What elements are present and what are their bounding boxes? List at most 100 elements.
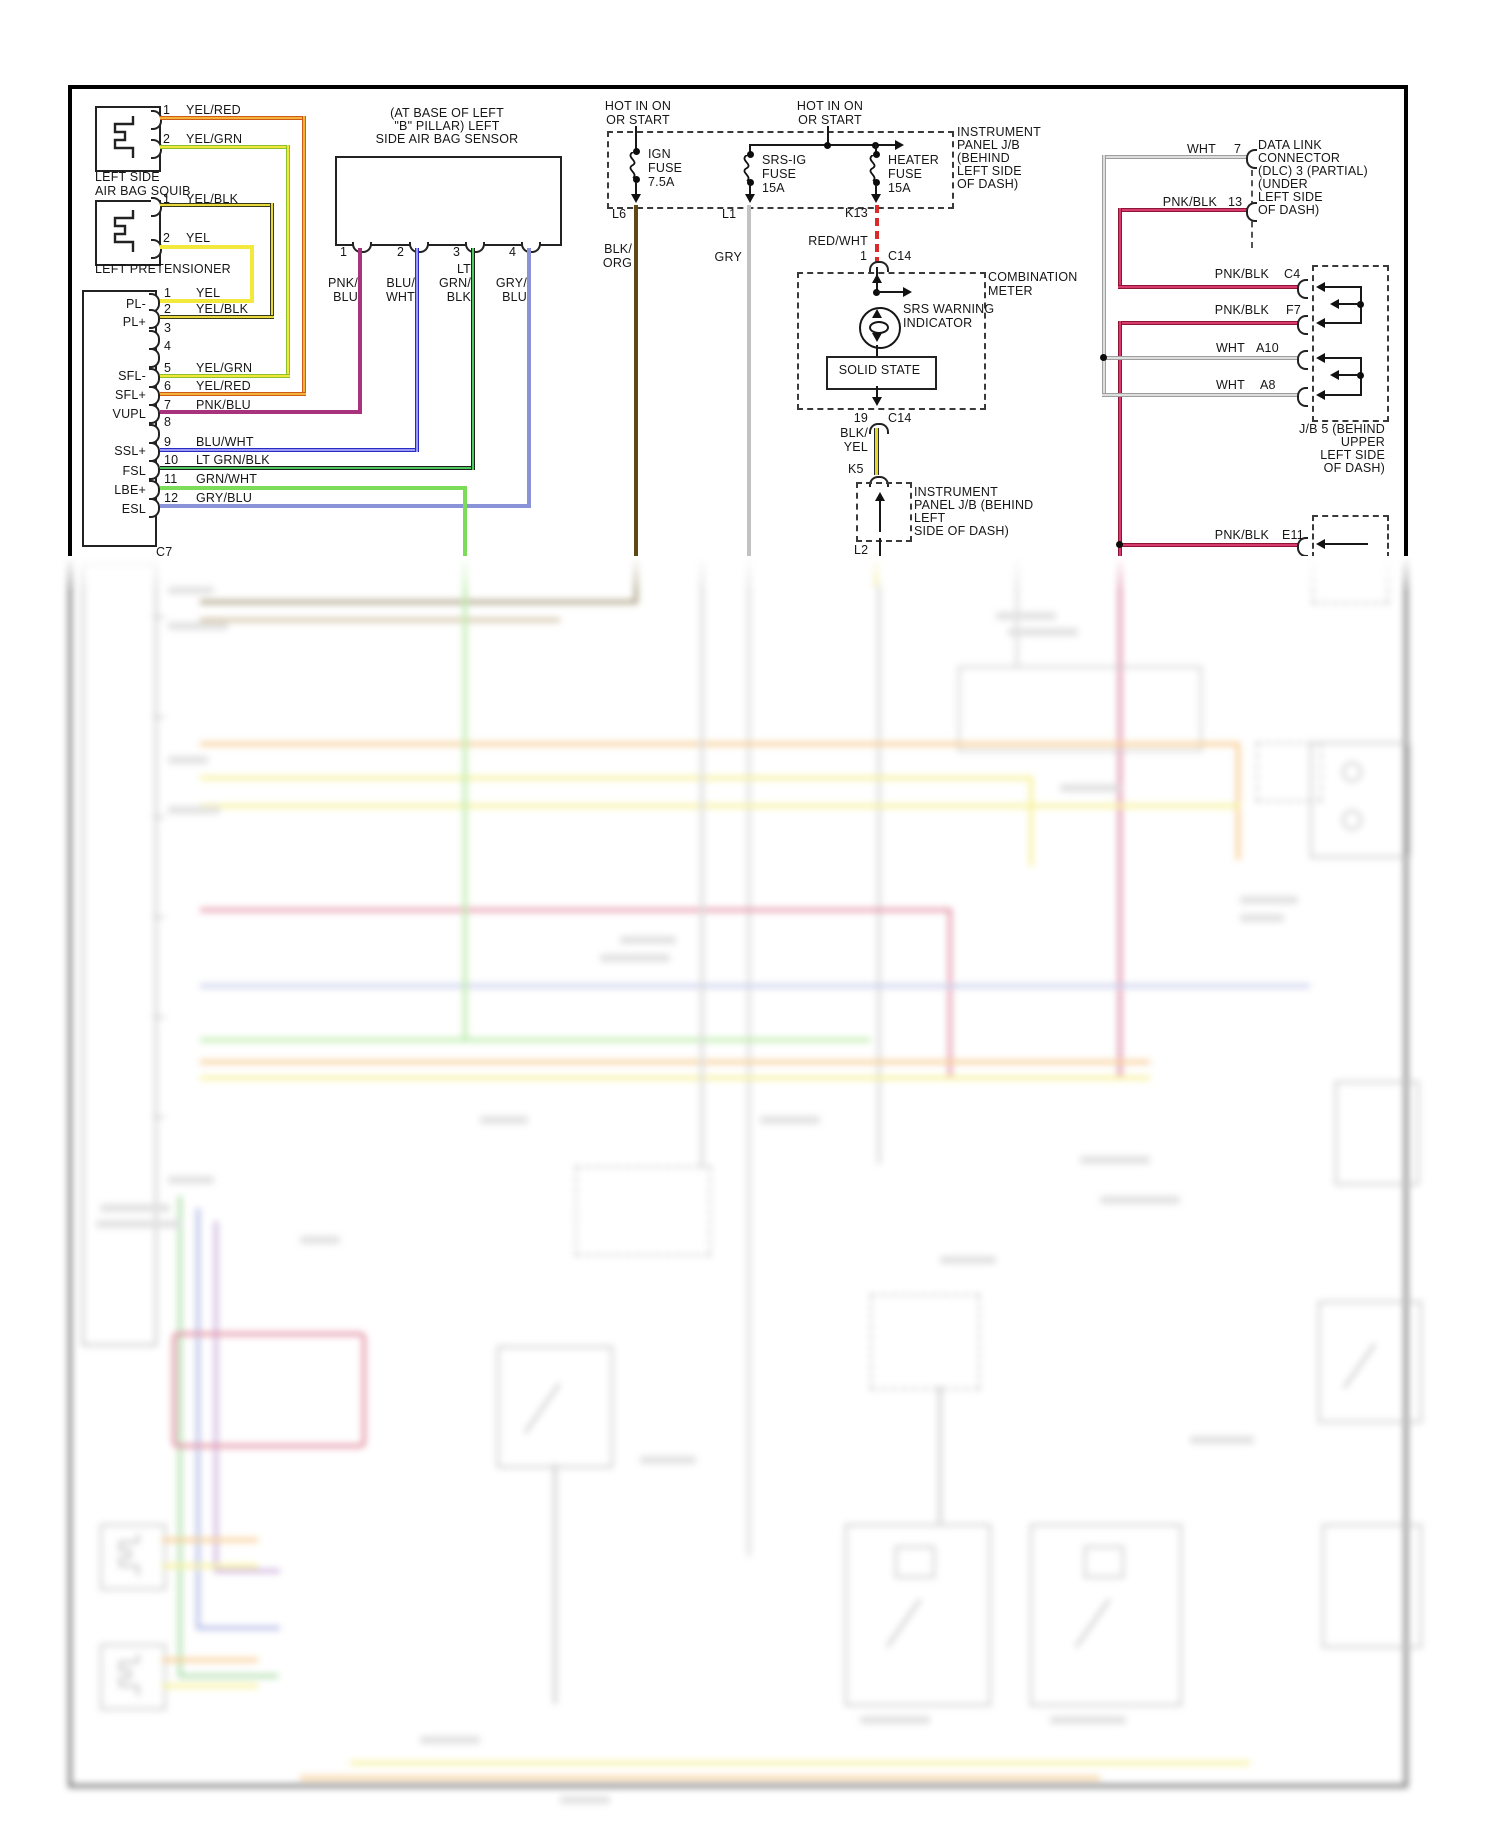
jb5-internal-wire bbox=[1338, 303, 1360, 305]
blurred-wire bbox=[178, 1674, 278, 1678]
wire-grn-wht bbox=[463, 486, 467, 556]
dlc-label-line: OF DASH) bbox=[1258, 203, 1320, 217]
fuse-terminal-dot bbox=[873, 151, 880, 158]
warning-lamp-icon bbox=[859, 307, 901, 349]
blurred-text bbox=[640, 1456, 696, 1464]
hot-label-line: HOT IN ON bbox=[796, 99, 864, 113]
ign-fuse-label: IGN bbox=[648, 147, 671, 161]
jb5-row-color: PNK/BLK bbox=[1214, 303, 1269, 317]
pret-pin1-color: YEL/BLK bbox=[186, 192, 239, 206]
fuse-wire bbox=[749, 185, 751, 194]
jb-label-line: INSTRUMENT bbox=[957, 125, 1041, 139]
hot-label-line: OR START bbox=[798, 113, 862, 127]
terminal-k5: K5 bbox=[848, 462, 864, 476]
indicator-label-line: INDICATOR bbox=[903, 316, 973, 330]
jb5-row-pin: C4 bbox=[1284, 267, 1301, 281]
wire-blu-wht bbox=[415, 248, 419, 452]
down-arrow-icon bbox=[631, 194, 641, 203]
blurred-wire bbox=[200, 984, 1310, 988]
dlc-label-line: DATA LINK bbox=[1258, 138, 1322, 152]
ecu-side-label: PL+ bbox=[122, 315, 146, 329]
blurred-wire-loop bbox=[172, 1332, 366, 1448]
jb5-internal-wire bbox=[1324, 322, 1362, 324]
wire-wht bbox=[1102, 393, 1300, 397]
blurred-text bbox=[168, 622, 228, 630]
blurred-text bbox=[1190, 1436, 1254, 1444]
sensor-caption-line: SIDE AIR BAG SENSOR bbox=[375, 132, 519, 146]
left-arrow-icon bbox=[1316, 318, 1325, 328]
meter-name-line: METER bbox=[988, 284, 1033, 298]
c14-pin-num: 1 bbox=[860, 249, 868, 263]
ecu-pin-color: YEL/RED bbox=[196, 379, 251, 393]
left-arrow-icon bbox=[1316, 282, 1325, 292]
blurred-wire bbox=[162, 1658, 258, 1662]
wire-yel bbox=[160, 245, 254, 249]
jb-wire bbox=[879, 494, 881, 532]
pin-arc bbox=[869, 476, 889, 487]
solid-state-label: SOLID STATE bbox=[838, 363, 921, 377]
blur-fade-overlay bbox=[0, 556, 1500, 592]
pin-arc bbox=[869, 423, 889, 434]
left-arrow-icon bbox=[1316, 353, 1325, 363]
srs-fuse-label: FUSE bbox=[762, 167, 797, 181]
pret-pin2-num: 2 bbox=[163, 231, 171, 245]
pin-arc bbox=[1297, 315, 1308, 335]
wire-lt-grn-blk bbox=[471, 248, 475, 470]
wire-blk-org bbox=[634, 205, 638, 556]
frame-right-border bbox=[1404, 556, 1408, 1788]
pin-arc bbox=[149, 330, 160, 350]
jb-pass-through-outline bbox=[856, 482, 912, 542]
jb5-label-line: UPPER bbox=[1340, 435, 1385, 449]
blurred-box bbox=[845, 1524, 991, 1706]
heater-fuse-label: HEATER bbox=[888, 153, 939, 167]
c14-connector-id: C14 bbox=[888, 249, 912, 263]
blurred-circle bbox=[1342, 810, 1362, 830]
wire-gry bbox=[747, 205, 751, 556]
jb5-row-pin: A10 bbox=[1256, 341, 1279, 355]
pin-arc bbox=[149, 348, 160, 368]
junction-dot bbox=[1116, 541, 1123, 548]
jb5-row-color: WHT bbox=[1215, 378, 1245, 392]
blurred-box bbox=[1322, 1524, 1422, 1648]
c14-pin-num: 19 bbox=[853, 411, 868, 425]
terminal-l1: L1 bbox=[722, 207, 737, 221]
blurred-text bbox=[100, 1204, 170, 1212]
wire-label: BLK/ bbox=[840, 426, 868, 440]
blurred-wire bbox=[200, 1038, 870, 1042]
jb5-label-line: J/B 5 (BEHIND bbox=[1299, 422, 1385, 436]
fuse-terminal-dot bbox=[747, 179, 754, 186]
ecu-pin-color: YEL/GRN bbox=[196, 361, 253, 375]
ecu-pin-num: 11 bbox=[164, 472, 178, 486]
right-arrow-icon bbox=[903, 287, 912, 297]
jb5-row-pin: F7 bbox=[1286, 303, 1301, 317]
jb-label-line: LEFT SIDE bbox=[957, 164, 1022, 178]
blurred-wire bbox=[300, 1776, 1100, 1780]
blurred-wire bbox=[200, 1076, 1150, 1080]
feed-wire bbox=[827, 126, 829, 146]
blurred-box bbox=[575, 1166, 711, 1256]
blurred-text bbox=[560, 1796, 610, 1804]
junction-dot bbox=[873, 289, 880, 296]
squib-pin1-color: YEL/RED bbox=[186, 103, 241, 117]
down-arrow-icon bbox=[871, 194, 881, 203]
ecu-pin-num: 2 bbox=[164, 302, 172, 316]
ecu-pin-color: PNK/BLU bbox=[196, 398, 251, 412]
blurred-text bbox=[168, 756, 208, 764]
e11-internal-wire bbox=[1324, 543, 1368, 545]
blurred-box bbox=[1335, 1081, 1419, 1185]
wire-yel bbox=[160, 299, 254, 303]
wire-yel-blk bbox=[270, 203, 274, 319]
blurred-text bbox=[600, 954, 670, 962]
blurred-wire bbox=[1029, 776, 1033, 866]
left-arrow-icon bbox=[1316, 539, 1325, 549]
down-arrow-icon bbox=[872, 397, 882, 406]
dlc-pin-num: 7 bbox=[1234, 142, 1242, 156]
wire-yel-red bbox=[160, 392, 306, 396]
blurred-wire bbox=[1118, 556, 1122, 1078]
left-arrow-icon bbox=[1316, 390, 1325, 400]
blurred-connector bbox=[100, 1644, 166, 1710]
pin-arc bbox=[149, 368, 160, 388]
junction-dot bbox=[1357, 372, 1364, 379]
junction-dot bbox=[824, 142, 831, 149]
blurred-box bbox=[1318, 1301, 1422, 1423]
